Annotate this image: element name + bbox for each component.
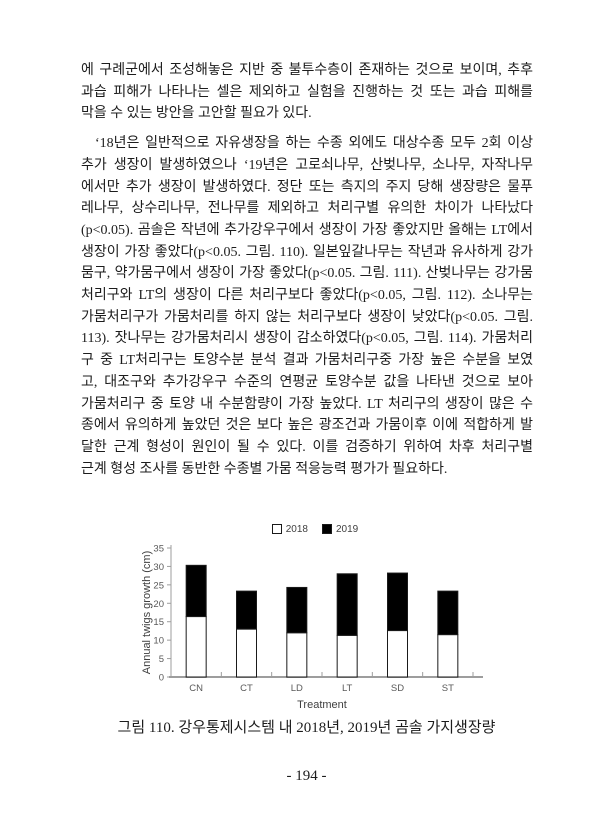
legend-item-2019: 2019: [322, 524, 358, 535]
bar-LD-2019: [286, 586, 308, 634]
text-line: 근계 형성 조사를 동반한 수종별 가뭄 적응능력 평가가 필요하다.: [81, 461, 448, 477]
legend-swatch-icon: [271, 524, 282, 534]
bar-LT-2018: [336, 634, 358, 678]
bar-SD-2019: [387, 572, 408, 632]
bar-ST-2019: [437, 590, 459, 636]
text-line: 에 구례군에서 조성해놓은 지반 중 불투수층이 존재하는 것으로 보이며, 추…: [81, 63, 533, 78]
chart-svg: 0 5 10 15 20 25 30 35 CN CT LD LT SD ST Treatment Annua…: [141, 544, 483, 711]
legend-label: 2018: [285, 523, 308, 535]
text-line: 처리구와 LT의 생장이 다른 처리구보다 좋았다(p<0.05, 그림. 11…: [81, 288, 533, 304]
text-line: 추가 생장이 발생하였으나 ‘19년은 고로쇠나무, 산벚나무, 소나무, 자작…: [81, 157, 533, 173]
svg-text:5: 5: [159, 654, 164, 665]
text-line: 레나무, 상수리나무, 전나무를 제외하고 처리구별 유의한 차이가 나타났다: [81, 201, 533, 217]
bar-LT-2019: [336, 573, 358, 636]
text-line: (p<0.05). 곰솔은 작년에 추가강우구에서 생장이 가장 좋았지만 올해…: [81, 222, 533, 238]
text-line: 구 중 LT처리구는 토양수분 분석 결과 가뭄처리구중 가장 높은 수분을 보…: [81, 353, 533, 369]
svg-text:35: 35: [153, 544, 164, 555]
text-line: 생장이 가장 좋았다(p<0.05. 그림. 110). 일본잎갈나무는 작년과…: [81, 244, 533, 260]
body-text: 에 구례군에서 조성해놓은 지반 중 불투수층이 존재하는 것으로 보이며, 추…: [81, 60, 533, 480]
text-line: 고, 대조구와 추가강우구 수준의 연평균 토양수분 값을 나타낸 것으로 보아: [81, 374, 533, 390]
text-line: 가뭄처리구가 가뭄처리를 하지 않는 처리구보다 생장이 낮았다(p<0.05.…: [81, 309, 533, 325]
svg-text:25: 25: [153, 580, 164, 591]
bar-CN-2019: [185, 564, 207, 618]
x-tick-label: SD: [391, 683, 404, 694]
bar-CT-2018: [236, 628, 257, 678]
bar-CN-2018: [185, 616, 207, 678]
text-line: 가뭄처리구 중 토양 내 수분함량이 가장 높았다. LT 처리구의 생장이 많…: [81, 396, 533, 412]
bar-LD-2018: [286, 632, 308, 678]
text-line: 막을 수 있는 방안을 고안할 필요가 있다.: [81, 106, 312, 122]
bar-SD-2018: [387, 630, 408, 678]
svg-text:15: 15: [153, 617, 164, 628]
svg-text:0: 0: [159, 673, 164, 684]
text-line: ‘18년은 일반적으로 자유생장을 하는 수종 외에도 대상수종 모두 2회 이…: [95, 136, 533, 152]
paragraph: ‘18년은 일반적으로 자유생장을 하는 수종 외에도 대상수종 모두 2회 이…: [81, 133, 533, 480]
y-axis-title: Annual twigs growth (cm): [141, 551, 153, 675]
x-tick-label: LD: [291, 683, 303, 694]
bar-ST-2018: [437, 634, 459, 678]
svg-text:10: 10: [153, 636, 164, 647]
text-line: 113). 잣나무는 강가뭄처리시 생장이 감소하였다(p<0.05, 그림. …: [81, 331, 533, 347]
paragraph: 에 구례군에서 조성해놓은 지반 중 불투수층이 존재하는 것으로 보이며, 추…: [81, 60, 533, 125]
x-tick-label: LT: [342, 683, 353, 694]
x-tick-label: CN: [189, 683, 203, 694]
text-line: 뭄구, 약가뭄구에서 생장이 가장 좋았다(p<0.05. 그림. 111). …: [81, 266, 533, 282]
figure-caption: 그림 110. 강우통제시스템 내 2018년, 2019년 곰솔 가지생장량: [117, 720, 496, 736]
svg-text:30: 30: [153, 562, 164, 573]
x-tick-label: CT: [240, 683, 253, 694]
bar-CT-2019: [236, 590, 257, 630]
page-number: - 194 -: [286, 768, 327, 784]
legend-swatch-icon: [322, 524, 332, 534]
legend-item-2018: 2018: [271, 523, 308, 535]
text-line: 에서만 추가 생장이 발생하였다. 정단 또는 측지의 주지 당해 생장량은 물…: [81, 179, 533, 195]
text-line: 종에서 유의하게 높았던 것은 보다 높은 광조건과 가뭄이후 이에 적합하게 …: [81, 418, 533, 434]
legend-label: 2019: [336, 523, 359, 535]
text-line: 달한 근계 형성이 원인이 될 수 있다. 이를 검증하기 위하여 차후 처리구…: [81, 439, 533, 455]
x-axis-title: Treatment: [297, 699, 347, 711]
x-tick-label: ST: [442, 683, 454, 694]
text-line: 과습 피해가 나타나는 셀은 제외하고 실험을 진행하는 것 또는 과습 피해를: [81, 84, 533, 100]
chart-legend: 2018 2019: [140, 521, 490, 537]
svg-text:20: 20: [153, 599, 164, 610]
chart-figure: 2018 2019 0 5 10 15 20 25 30 35 CN CT LD LT SD ST Treat…: [140, 521, 490, 713]
